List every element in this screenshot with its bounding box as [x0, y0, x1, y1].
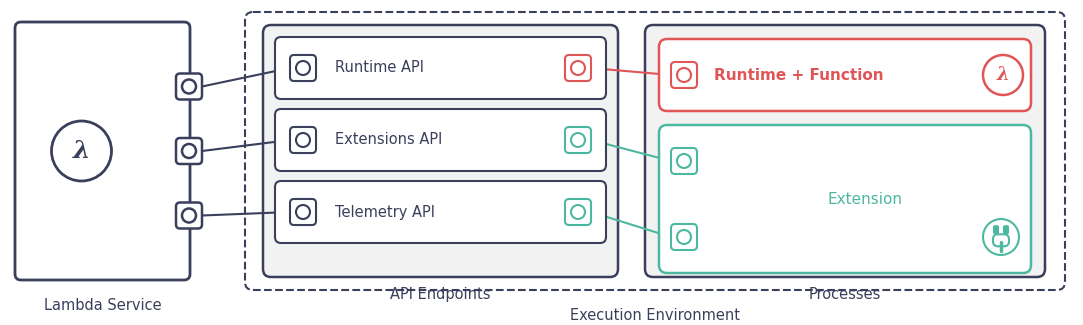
Text: Execution Environment: Execution Environment [570, 308, 740, 323]
Circle shape [983, 55, 1023, 95]
Circle shape [571, 61, 585, 75]
FancyBboxPatch shape [275, 109, 606, 171]
FancyBboxPatch shape [993, 234, 1009, 246]
FancyBboxPatch shape [177, 202, 203, 228]
FancyBboxPatch shape [15, 22, 190, 280]
FancyBboxPatch shape [565, 127, 591, 153]
Text: Runtime + Function: Runtime + Function [714, 68, 884, 83]
FancyBboxPatch shape [994, 226, 999, 233]
Circle shape [677, 154, 691, 168]
Circle shape [983, 219, 1019, 255]
FancyBboxPatch shape [658, 39, 1031, 111]
Circle shape [182, 80, 196, 94]
Circle shape [677, 68, 691, 82]
FancyBboxPatch shape [275, 181, 606, 243]
Circle shape [296, 61, 310, 75]
Text: Lambda Service: Lambda Service [43, 298, 161, 313]
Text: Extensions API: Extensions API [335, 133, 442, 148]
Text: API Endpoints: API Endpoints [390, 287, 491, 302]
Text: Runtime API: Runtime API [335, 60, 425, 75]
FancyBboxPatch shape [290, 199, 316, 225]
FancyBboxPatch shape [275, 37, 606, 99]
FancyBboxPatch shape [177, 73, 203, 99]
FancyBboxPatch shape [1004, 226, 1008, 233]
FancyBboxPatch shape [290, 55, 316, 81]
Text: λ: λ [73, 139, 90, 163]
Text: Processes: Processes [809, 287, 882, 302]
Text: λ: λ [996, 66, 1009, 84]
Text: Telemetry API: Telemetry API [335, 204, 435, 219]
Circle shape [52, 121, 112, 181]
FancyBboxPatch shape [263, 25, 618, 277]
Circle shape [182, 144, 196, 158]
Circle shape [571, 133, 585, 147]
FancyBboxPatch shape [645, 25, 1045, 277]
FancyBboxPatch shape [671, 224, 697, 250]
FancyBboxPatch shape [177, 138, 203, 164]
FancyBboxPatch shape [658, 125, 1031, 273]
Circle shape [571, 205, 585, 219]
FancyBboxPatch shape [290, 127, 316, 153]
FancyBboxPatch shape [565, 55, 591, 81]
Circle shape [677, 230, 691, 244]
FancyBboxPatch shape [671, 62, 697, 88]
Circle shape [182, 209, 196, 223]
FancyBboxPatch shape [671, 148, 697, 174]
Text: Extension: Extension [827, 191, 902, 206]
FancyBboxPatch shape [565, 199, 591, 225]
Circle shape [296, 205, 310, 219]
Circle shape [296, 133, 310, 147]
